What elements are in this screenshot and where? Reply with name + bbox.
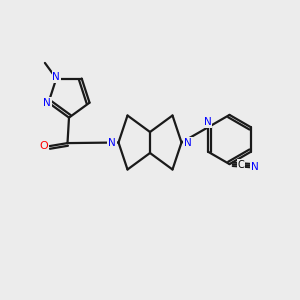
Text: N: N (43, 98, 51, 108)
Text: N: N (52, 72, 60, 82)
Text: N: N (184, 137, 192, 148)
Text: N: N (204, 117, 212, 127)
Text: N: N (108, 137, 116, 148)
Text: O: O (39, 141, 48, 151)
Text: N: N (251, 161, 259, 172)
Text: C: C (238, 160, 244, 170)
